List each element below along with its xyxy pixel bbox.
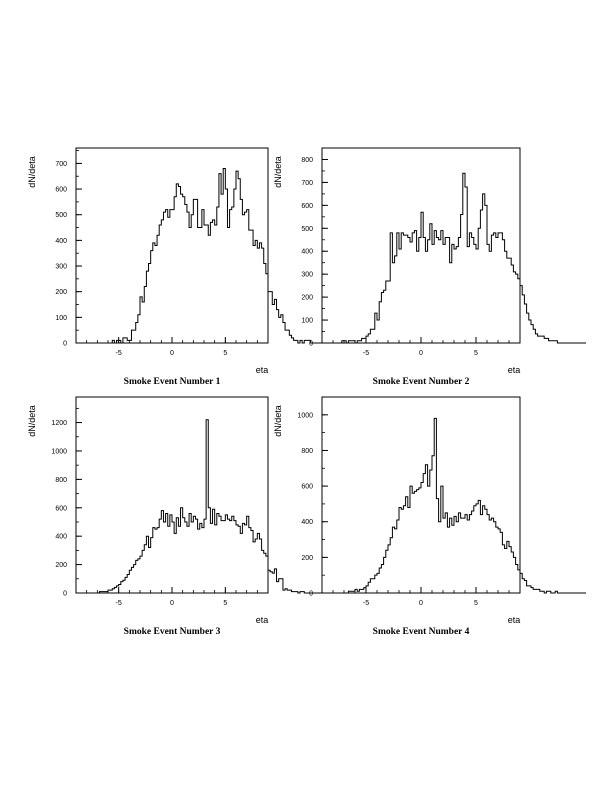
x-tick-label: 0 <box>170 350 174 357</box>
x-tick-label: -5 <box>116 600 122 607</box>
y-tick-label: 0 <box>309 341 313 348</box>
x-tick-label: 0 <box>419 350 423 357</box>
plot-frame <box>321 147 521 344</box>
x-tick-label: 0 <box>170 600 174 607</box>
y-tick-label: 200 <box>301 295 313 302</box>
y-tick-label: 1200 <box>51 420 67 427</box>
y-tick-label: 700 <box>301 180 313 187</box>
y-tick-label: 800 <box>301 157 313 164</box>
y-tick-label: 100 <box>55 315 67 322</box>
y-tick-label: 0 <box>309 591 313 598</box>
histogram-series <box>322 417 586 594</box>
y-tick-label: 200 <box>55 289 67 296</box>
y-axis-label: dN/deta <box>273 156 283 188</box>
plot-frame <box>321 396 521 594</box>
y-tick-label: 0 <box>63 341 67 348</box>
chart-title: Smoke Event Number 1 <box>124 377 221 387</box>
histogram-panel-4: 0 200 400 600 800 1000 -5 0 5 eta dN/deta Smoke Eve… <box>273 396 586 637</box>
x-tick-label: -5 <box>363 600 369 607</box>
histogram-series <box>322 172 586 344</box>
y-axis-label: dN/deta <box>273 405 283 437</box>
histogram-series <box>76 168 332 344</box>
y-tick-label: 700 <box>55 161 67 168</box>
x-tick-label: 5 <box>474 350 478 357</box>
y-tick-label: 600 <box>301 203 313 210</box>
y-tick-label: 800 <box>55 477 67 484</box>
histogram-panel-1: 0 100 200 300 400 500 600 700 -5 0 5 eta dN/deta Smok… <box>27 147 332 387</box>
y-axis-label: dN/deta <box>27 405 37 437</box>
y-tick-label: 400 <box>55 238 67 245</box>
y-tick-label: 400 <box>55 534 67 541</box>
plot-frame <box>75 396 269 594</box>
y-tick-label: 1000 <box>51 448 67 455</box>
x-tick-label: 0 <box>419 600 423 607</box>
x-axis-label: eta <box>508 365 521 375</box>
plot-frame <box>75 147 269 344</box>
histogram-panel-2: 0 100 200 300 400 500 600 700 800 -5 0 5 eta dN/deta S… <box>273 147 586 387</box>
y-tick-label: 500 <box>55 212 67 219</box>
x-tick-label: 5 <box>474 600 478 607</box>
histogram-panel-3: 0 200 400 600 800 1000 1200 -5 0 5 eta dN/deta Smoke… <box>27 396 332 637</box>
x-tick-label: 5 <box>223 600 227 607</box>
y-tick-label: 300 <box>301 272 313 279</box>
y-tick-label: 100 <box>301 318 313 325</box>
y-tick-label: 400 <box>301 249 313 256</box>
y-tick-label: 200 <box>55 562 67 569</box>
chart-title: Smoke Event Number 4 <box>373 627 470 637</box>
y-tick-label: 200 <box>301 555 313 562</box>
x-axis-label: eta <box>256 365 269 375</box>
x-axis-label: eta <box>508 615 521 625</box>
histogram-series <box>76 419 332 594</box>
y-tick-label: 500 <box>301 226 313 233</box>
y-tick-label: 0 <box>63 591 67 598</box>
x-tick-label: -5 <box>363 350 369 357</box>
y-tick-label: 600 <box>55 187 67 194</box>
chart-title: Smoke Event Number 2 <box>373 377 470 387</box>
chart-title: Smoke Event Number 3 <box>124 627 221 637</box>
y-tick-label: 300 <box>55 264 67 271</box>
y-tick-label: 800 <box>301 448 313 455</box>
y-tick-label: 600 <box>55 505 67 512</box>
x-axis-label: eta <box>256 615 269 625</box>
y-axis-label: dN/deta <box>27 156 37 188</box>
x-tick-label: -5 <box>116 350 122 357</box>
y-tick-label: 600 <box>301 484 313 491</box>
x-tick-label: 5 <box>223 350 227 357</box>
y-tick-label: 1000 <box>297 412 313 419</box>
y-tick-label: 400 <box>301 519 313 526</box>
